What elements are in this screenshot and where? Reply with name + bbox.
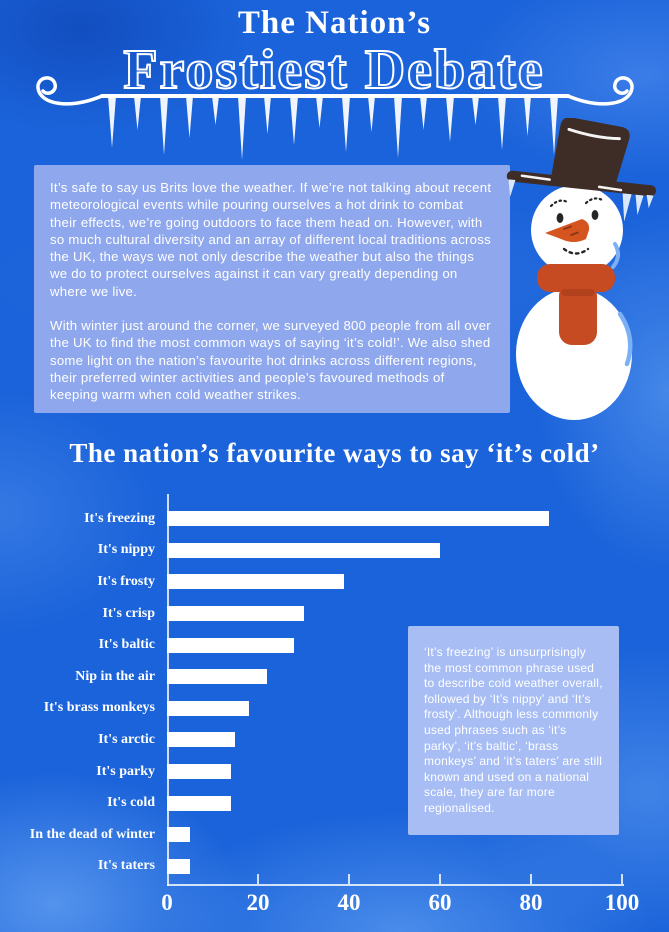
bar-track	[167, 606, 622, 622]
bar-label: It's frosty	[97, 573, 155, 589]
x-axis-tick-label: 80	[519, 890, 543, 915]
bar-row: It's cold	[21, 787, 622, 819]
bar-track	[167, 637, 622, 653]
bar-label: It's crisp	[102, 605, 156, 621]
eyebrow-left	[549, 199, 571, 208]
x-axis-line	[167, 884, 624, 886]
bar-row: It's nippy	[21, 535, 622, 567]
bar	[167, 764, 231, 780]
bar-track	[167, 764, 622, 780]
bar-track	[167, 795, 622, 811]
bar	[167, 574, 345, 590]
title-flourish-decoration	[36, 76, 634, 160]
x-axis-tick	[439, 874, 441, 884]
bar-row: It's freezing	[21, 503, 622, 535]
bar-track	[167, 732, 622, 748]
title-line2: Frostiest Debate	[123, 39, 544, 101]
bar-track	[167, 669, 622, 685]
eyebrow-right	[584, 197, 606, 205]
bar	[167, 606, 304, 622]
bar-row: It's parky	[21, 756, 622, 788]
icicles-decoration	[108, 96, 558, 160]
bar	[167, 732, 236, 748]
bar-label: It's freezing	[84, 510, 155, 526]
bar	[167, 795, 231, 811]
x-axis-tick-label: 60	[428, 890, 452, 915]
bar-row: It's crisp	[21, 598, 622, 630]
x-axis-tick-label: 40	[337, 890, 361, 915]
bar-label: In the dead of winter	[29, 826, 155, 842]
bar	[167, 637, 295, 653]
bar-track	[167, 700, 622, 716]
bar-row: It's arctic	[21, 724, 622, 756]
bar-track	[167, 858, 622, 874]
bar-track	[167, 511, 622, 527]
title-line2-outline: Frostiest Debate	[122, 38, 544, 101]
bar-track	[167, 827, 622, 843]
intro-paragraph-2: With winter just around the corner, we s…	[50, 318, 491, 403]
bar-row: Nip in the air	[21, 661, 622, 693]
bar-row: It's brass monkeys	[21, 693, 622, 725]
bar	[167, 542, 440, 558]
x-axis-tick	[257, 874, 259, 884]
carrot-nose	[545, 219, 590, 242]
bar	[167, 827, 190, 843]
bar-row: In the dead of winter	[21, 819, 622, 851]
bar-row: It's frosty	[21, 566, 622, 598]
scarf-seam	[561, 289, 595, 296]
top-hat	[506, 117, 657, 222]
x-axis-ticks	[167, 494, 623, 884]
bar-label: It's baltic	[98, 637, 155, 653]
x-axis-tick-label: 20	[246, 890, 270, 915]
bar	[167, 700, 249, 716]
bar-label: It's taters	[97, 858, 155, 874]
scarf-tail	[559, 283, 597, 345]
bar-label: It's cold	[107, 795, 155, 811]
x-axis-tick	[530, 874, 532, 884]
x-axis-tick	[621, 874, 623, 884]
intro-paragraph-1: It’s safe to say us Brits love the weath…	[50, 180, 492, 299]
bar-rows: It's freezing It's nippy It's frosty It's c…	[21, 503, 622, 882]
x-axis-labels: 0 20 40 60 80 100	[161, 890, 639, 920]
bar-label: It's parky	[96, 763, 155, 779]
eye-right	[591, 210, 599, 220]
head-accent-stroke	[611, 242, 620, 269]
bar	[167, 669, 268, 685]
body-accent-stroke	[617, 311, 633, 367]
x-axis-tick	[348, 874, 350, 884]
annotation-box: ‘It’s freezing’ is unsurprisingly the mo…	[408, 626, 619, 835]
swirl-left-icon	[36, 76, 104, 106]
bar-label: It's arctic	[98, 731, 155, 747]
bar-track	[167, 574, 622, 590]
swirl-right-icon	[566, 76, 634, 106]
snowman-illustration	[504, 117, 669, 423]
snowman-body	[516, 288, 632, 420]
bar	[167, 511, 550, 527]
intro-box: It’s safe to say us Brits love the weath…	[34, 165, 510, 413]
hat-icicles	[508, 179, 654, 222]
bar-row: It's baltic	[21, 629, 622, 661]
bar-row: It's taters	[21, 851, 622, 883]
title-line1: The Nation’s	[237, 5, 432, 41]
bar-label: It's brass monkeys	[43, 700, 155, 716]
scarf-band	[537, 264, 615, 292]
nose-lines	[563, 225, 579, 236]
smile	[562, 247, 590, 255]
bar-track	[167, 542, 622, 558]
x-axis-tick-label: 100	[604, 890, 640, 915]
eye-left	[556, 213, 564, 223]
annotation-text: ‘It’s freezing’ is unsurprisingly the mo…	[424, 645, 603, 815]
bar-label: Nip in the air	[75, 668, 155, 684]
section-heading: The nation’s favourite ways to say ‘it’s…	[69, 438, 600, 468]
x-axis-tick-label: 0	[161, 890, 173, 915]
bar	[167, 858, 190, 874]
bar-chart: It's freezing It's nippy It's frosty It's c…	[21, 494, 639, 932]
y-axis-line	[167, 494, 169, 886]
bar-label: It's nippy	[97, 542, 155, 558]
